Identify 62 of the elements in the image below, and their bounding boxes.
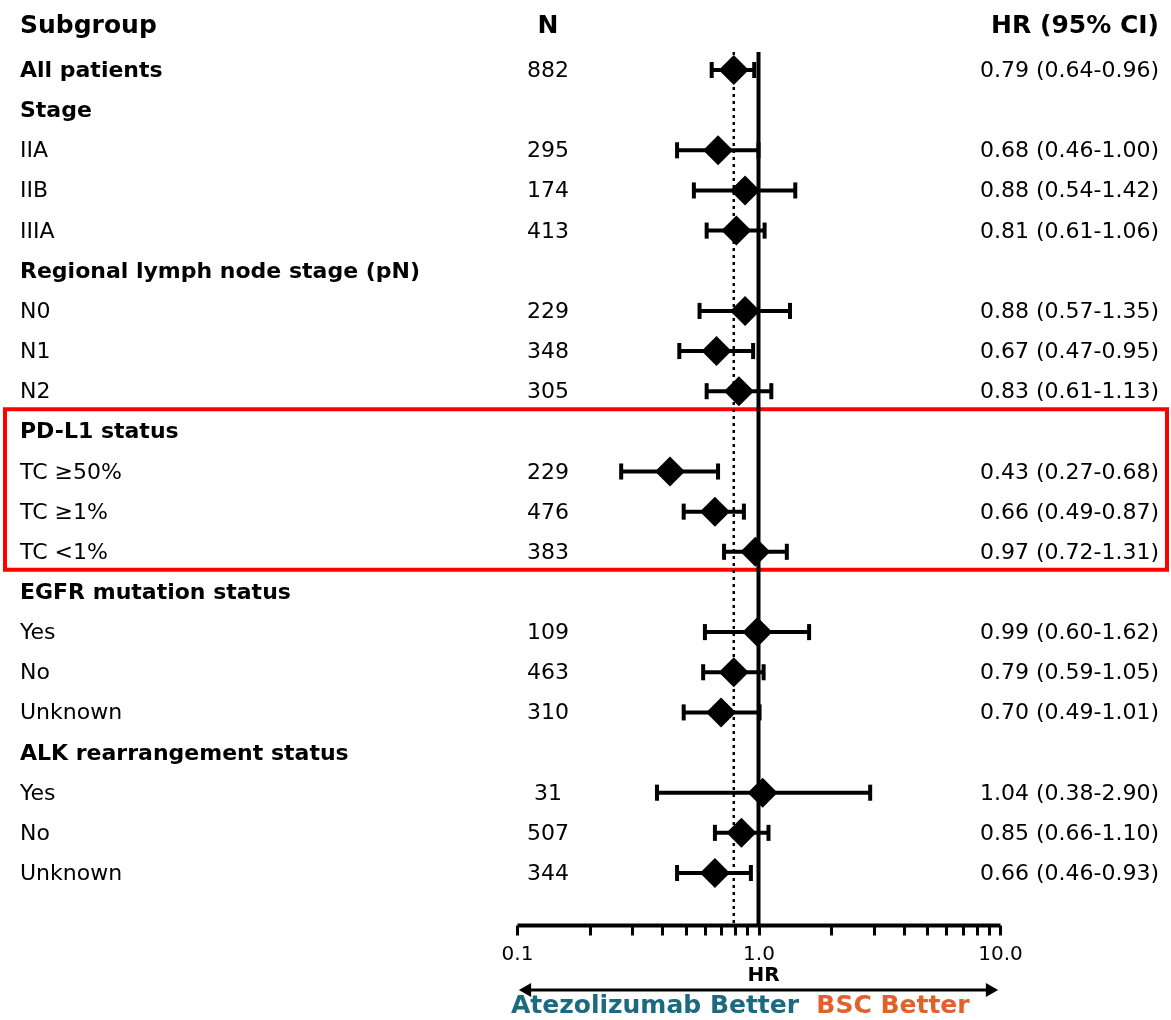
- annotation: 31: [534, 779, 562, 805]
- y-tick-label: ALK rearrangement status: [20, 739, 349, 765]
- data-label: 0.70 (0.49-1.01): [979, 699, 1159, 725]
- x-tick-label: 1.0: [743, 940, 775, 965]
- annotation: 229: [527, 458, 569, 484]
- data-label: 0.88 (0.54-1.42): [979, 177, 1159, 203]
- data-label: 0.79 (0.64-0.96): [979, 57, 1159, 82]
- data-label: 0.83 (0.61-1.13): [979, 378, 1159, 404]
- annotation: 882: [527, 57, 569, 82]
- text: N: [537, 10, 559, 39]
- y-tick-label: N1: [20, 338, 51, 364]
- data-label: 0.79 (0.59-1.05): [979, 659, 1159, 685]
- data-label: 0.66 (0.46-0.93): [979, 860, 1159, 885]
- annotation: 305: [527, 378, 569, 404]
- data-label: 0.43 (0.27-0.68): [979, 458, 1159, 484]
- y-tick-label: No: [20, 659, 50, 685]
- y-tick-label: IIIA: [20, 217, 55, 243]
- y-tick-label: IIA: [20, 137, 49, 163]
- data-label: 0.68 (0.46-1.00): [979, 137, 1159, 163]
- data-label: 0.97 (0.72-1.31): [979, 538, 1159, 564]
- y-tick-label: Unknown: [20, 699, 123, 725]
- annotation: 229: [527, 297, 569, 323]
- data-label: 0.85 (0.66-1.10): [979, 819, 1159, 845]
- text: Subgroup: [20, 10, 157, 39]
- y-tick-label: Unknown: [20, 860, 123, 885]
- y-tick-label: IIB: [20, 177, 49, 203]
- y-tick-label: Yes: [19, 619, 56, 645]
- annotation: 348: [527, 338, 569, 364]
- text: Atezolizumab Better: [510, 990, 800, 1019]
- annotation: 463: [527, 659, 569, 685]
- text: HR (95% CI): [991, 10, 1159, 39]
- data-label: 1.04 (0.38-2.90): [979, 779, 1159, 805]
- y-tick-label: EGFR mutation status: [20, 578, 291, 604]
- x-tick-label: 0.1: [501, 940, 534, 965]
- x-tick-label: 10.0: [978, 940, 1023, 965]
- x-axis-title: HR: [747, 962, 780, 986]
- data-label: 0.99 (0.60-1.62): [979, 619, 1159, 645]
- annotation: 310: [527, 699, 569, 725]
- annotation: 476: [527, 498, 569, 524]
- y-tick-label: No: [20, 819, 50, 845]
- annotation: 413: [527, 217, 569, 243]
- text: BSC Better: [816, 990, 971, 1019]
- annotation: 383: [527, 538, 569, 564]
- annotation: 109: [527, 619, 569, 645]
- data-label: 0.66 (0.49-0.87): [979, 498, 1159, 524]
- annotation: 507: [527, 819, 569, 845]
- y-tick-label: N2: [20, 378, 51, 404]
- y-tick-label: TC <1%: [19, 538, 108, 564]
- data-label: 0.88 (0.57-1.35): [979, 297, 1159, 323]
- y-tick-label: All patients: [20, 57, 163, 82]
- y-tick-label: TC ≥1%: [19, 498, 108, 524]
- annotation: 174: [527, 177, 569, 203]
- y-tick-label: TC ≥50%: [19, 458, 122, 484]
- y-tick-label: PD-L1 status: [20, 418, 179, 444]
- annotation: 295: [527, 137, 569, 163]
- y-tick-label: Yes: [19, 779, 56, 805]
- data-label: 0.81 (0.61-1.06): [979, 217, 1159, 243]
- data-label: 0.67 (0.47-0.95): [979, 338, 1159, 364]
- y-tick-label: Stage: [20, 97, 92, 123]
- annotation: 344: [527, 860, 569, 885]
- y-tick-label: N0: [20, 297, 51, 323]
- y-tick-label: Regional lymph node stage (pN): [20, 257, 421, 283]
